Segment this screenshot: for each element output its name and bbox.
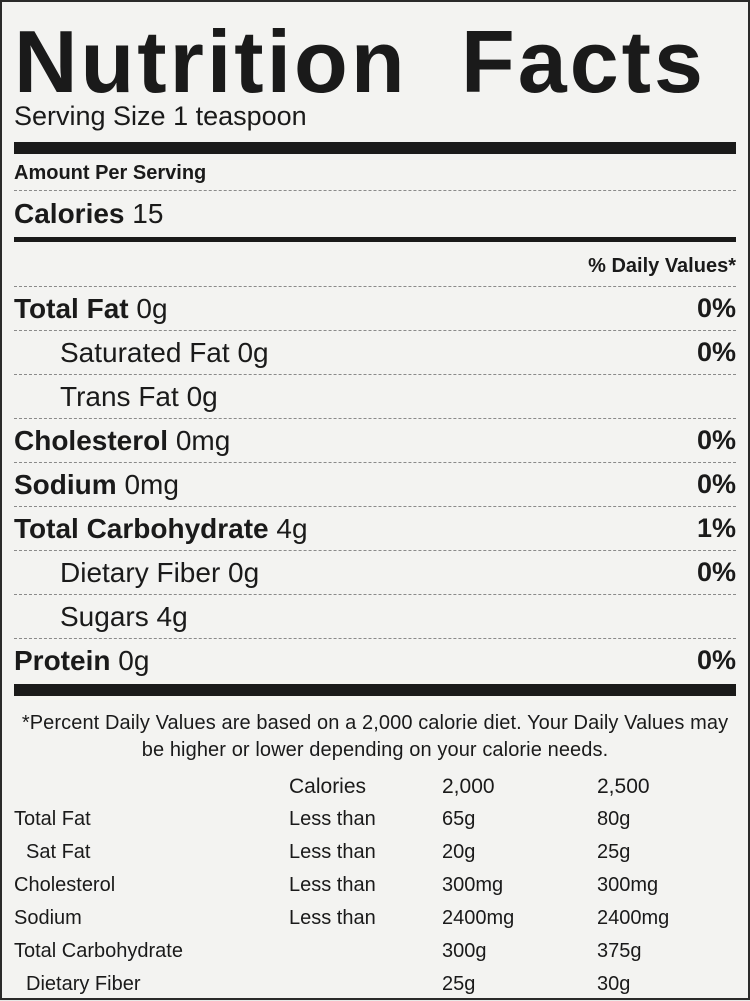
nutrient-row-cholesterol: Cholesterol 0mg 0%: [14, 418, 736, 462]
table-cell: 65g: [442, 808, 476, 830]
label-title: Nutrition Facts: [14, 12, 706, 111]
medium-divider: [14, 237, 736, 242]
nutrient-row-sugars: Sugars 4g: [14, 594, 736, 638]
table-cell: Less than: [289, 907, 376, 929]
nutrient-label: Total Carbohydrate: [14, 512, 269, 544]
table-cell: [289, 935, 442, 968]
nutrient-label: Dietary Fiber: [60, 556, 221, 588]
table-cell: Sodium: [14, 907, 82, 929]
table-cell: Less than: [289, 841, 376, 863]
table-cell: 2400mg: [442, 907, 515, 929]
table-cell: [289, 968, 442, 1001]
nutrient-row-sodium: Sodium 0mg 0%: [14, 462, 736, 506]
table-row: Cholesterol Less than 300mg 300mg: [14, 869, 736, 902]
nutrient-amount: 0mg: [175, 424, 231, 456]
nutrient-label: Saturated Fat: [60, 336, 230, 368]
table-cell: Total Carbohydrate: [14, 940, 183, 962]
daily-value-reference-table: Calories 2,000 2,500 Total Fat Less than…: [14, 770, 736, 1001]
daily-values-header: % Daily Values*: [588, 255, 736, 277]
table-cell: [14, 770, 289, 803]
table-cell: Sat Fat: [26, 841, 91, 863]
table-cell: Calories: [289, 774, 367, 798]
nutrient-percent: 0%: [696, 557, 736, 587]
nutrient-percent: 0%: [696, 337, 736, 367]
nutrient-label: Protein: [14, 644, 111, 676]
nutrient-label: Cholesterol: [14, 424, 169, 456]
table-cell: Less than: [289, 874, 376, 896]
nutrient-percent: 0%: [696, 469, 736, 499]
table-cell: 375g: [597, 940, 642, 962]
table-cell: 2,500: [597, 774, 650, 798]
table-cell: Less than: [289, 808, 376, 830]
serving-size: Serving Size 1 teaspoon: [14, 101, 307, 131]
table-cell: 80g: [597, 808, 631, 830]
nutrient-percent: 0%: [696, 425, 736, 455]
table-cell: Cholesterol: [14, 874, 116, 896]
table-cell: 25g: [597, 841, 631, 863]
nutrient-amount: 0g: [228, 556, 260, 588]
table-cell: 20g: [442, 841, 476, 863]
table-row: Total Fat Less than 65g 80g: [14, 803, 736, 836]
nutrient-amount: 4g: [276, 512, 308, 544]
table-row: Dietary Fiber 25g 30g: [14, 968, 736, 1001]
footnote: *Percent Daily Values are based on a 2,0…: [21, 712, 729, 761]
nutrient-percent: 0%: [696, 645, 736, 675]
nutrient-amount: 0g: [118, 644, 150, 676]
table-cell: Total Fat: [14, 808, 91, 830]
calories-label: Calories: [14, 198, 125, 229]
nutrient-amount: 0g: [237, 336, 269, 368]
nutrient-row-total-fat: Total Fat 0g 0%: [14, 286, 736, 330]
nutrient-amount: 0g: [186, 380, 218, 412]
nutrient-percent: 1%: [696, 513, 736, 543]
dotted-divider: [14, 190, 736, 191]
thick-divider: [14, 142, 736, 154]
table-cell: 2400mg: [597, 907, 670, 929]
table-cell: 300mg: [597, 874, 659, 896]
table-row: Sodium Less than 2400mg 2400mg: [14, 902, 736, 935]
nutrient-amount: 0mg: [124, 468, 179, 500]
nutrient-amount: 0g: [136, 292, 168, 324]
nutrient-label: Total Fat: [14, 292, 129, 324]
table-row: Sat Fat Less than 20g 25g: [14, 836, 736, 869]
table-cell: Dietary Fiber: [26, 973, 141, 995]
nutrient-label: Trans Fat: [60, 380, 179, 412]
table-row: Total Carbohydrate 300g 375g: [14, 935, 736, 968]
nutrient-row-saturated-fat: Saturated Fat 0g 0%: [14, 330, 736, 374]
nutrient-label: Sodium: [14, 468, 117, 500]
calories-row: Calories 15: [14, 191, 736, 237]
nutrient-row-total-carbohydrate: Total Carbohydrate 4g 1%: [14, 506, 736, 550]
table-cell: 25g: [442, 973, 476, 995]
calories-value: 15: [132, 198, 164, 229]
amount-per-serving: Amount Per Serving: [14, 162, 207, 184]
table-cell: 300g: [442, 940, 487, 962]
nutrient-label: Sugars: [60, 600, 149, 632]
nutrient-percent: 0%: [696, 293, 736, 323]
nutrient-row-trans-fat: Trans Fat 0g: [14, 374, 736, 418]
nutrient-row-dietary-fiber: Dietary Fiber 0g 0%: [14, 550, 736, 594]
thick-divider: [14, 684, 736, 696]
table-cell: 300mg: [442, 874, 504, 896]
table-cell: 30g: [597, 973, 631, 995]
nutrient-row-protein: Protein 0g 0%: [14, 638, 736, 682]
table-cell: 2,000: [442, 774, 495, 798]
nutrient-amount: 4g: [156, 600, 188, 632]
reference-header-row: Calories 2,000 2,500: [14, 770, 736, 803]
